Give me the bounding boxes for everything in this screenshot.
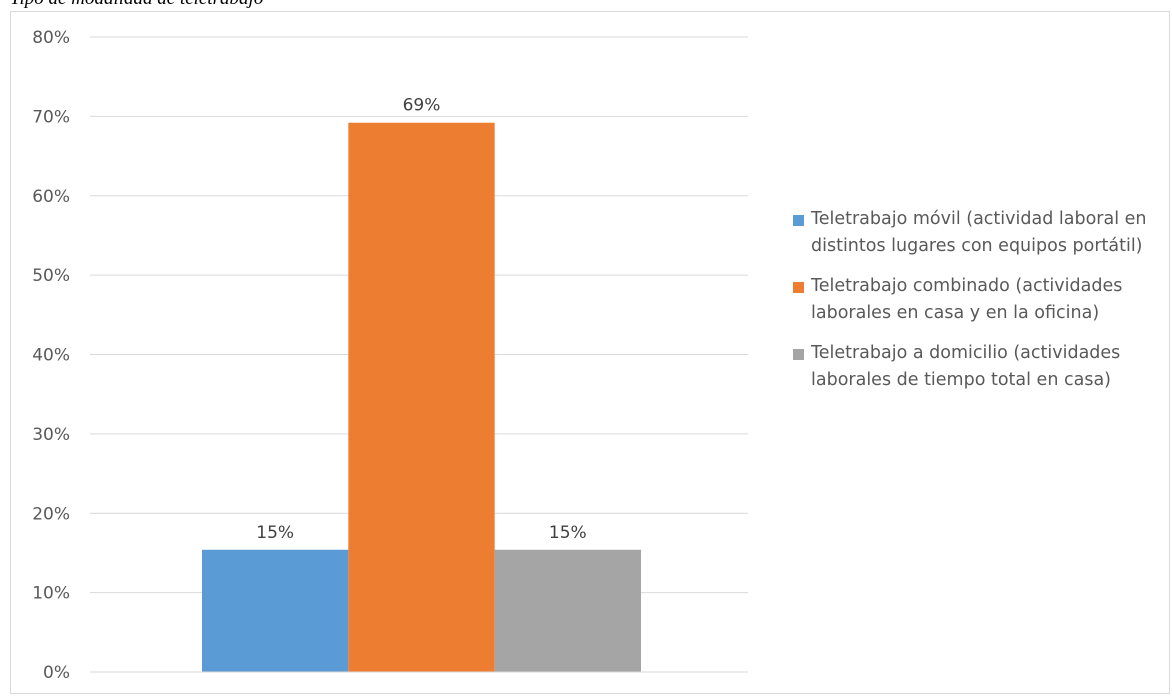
legend-label: Teletrabajo móvil (actividad laboral en … <box>811 209 1147 256</box>
legend-swatch <box>793 349 804 360</box>
y-tick-label: 20% <box>32 504 70 524</box>
y-tick-label: 0% <box>43 663 70 683</box>
data-label: 69% <box>403 96 441 116</box>
y-tick-label: 60% <box>32 187 70 207</box>
legend-swatch <box>793 215 804 226</box>
y-tick-label: 10% <box>32 584 70 604</box>
data-label: 15% <box>256 523 294 543</box>
legend-item: Teletrabajo móvil (actividad laboral en … <box>793 206 1165 260</box>
y-tick-label: 50% <box>32 266 70 286</box>
bar-2 <box>348 122 495 673</box>
legend-label: Teletrabajo combinado (actividades labor… <box>811 276 1123 323</box>
legend-item: Teletrabajo combinado (actividades labor… <box>793 273 1165 327</box>
legend-item: Teletrabajo a domicilio (actividades lab… <box>793 340 1165 394</box>
y-tick-label: 70% <box>32 107 70 127</box>
figure-caption: Tipo de modalidad de teletrabajo <box>10 0 263 10</box>
y-tick-label: 80% <box>32 28 70 48</box>
y-tick-label: 30% <box>32 425 70 445</box>
chart-legend: Teletrabajo móvil (actividad laboral en … <box>793 206 1165 407</box>
chart-frame <box>10 11 1170 694</box>
legend-label: Teletrabajo a domicilio (actividades lab… <box>811 343 1121 390</box>
legend-swatch <box>793 282 804 293</box>
bar-3 <box>494 549 641 672</box>
bar-1 <box>202 549 349 672</box>
data-label: 15% <box>549 523 587 543</box>
y-tick-label: 40% <box>32 346 70 366</box>
